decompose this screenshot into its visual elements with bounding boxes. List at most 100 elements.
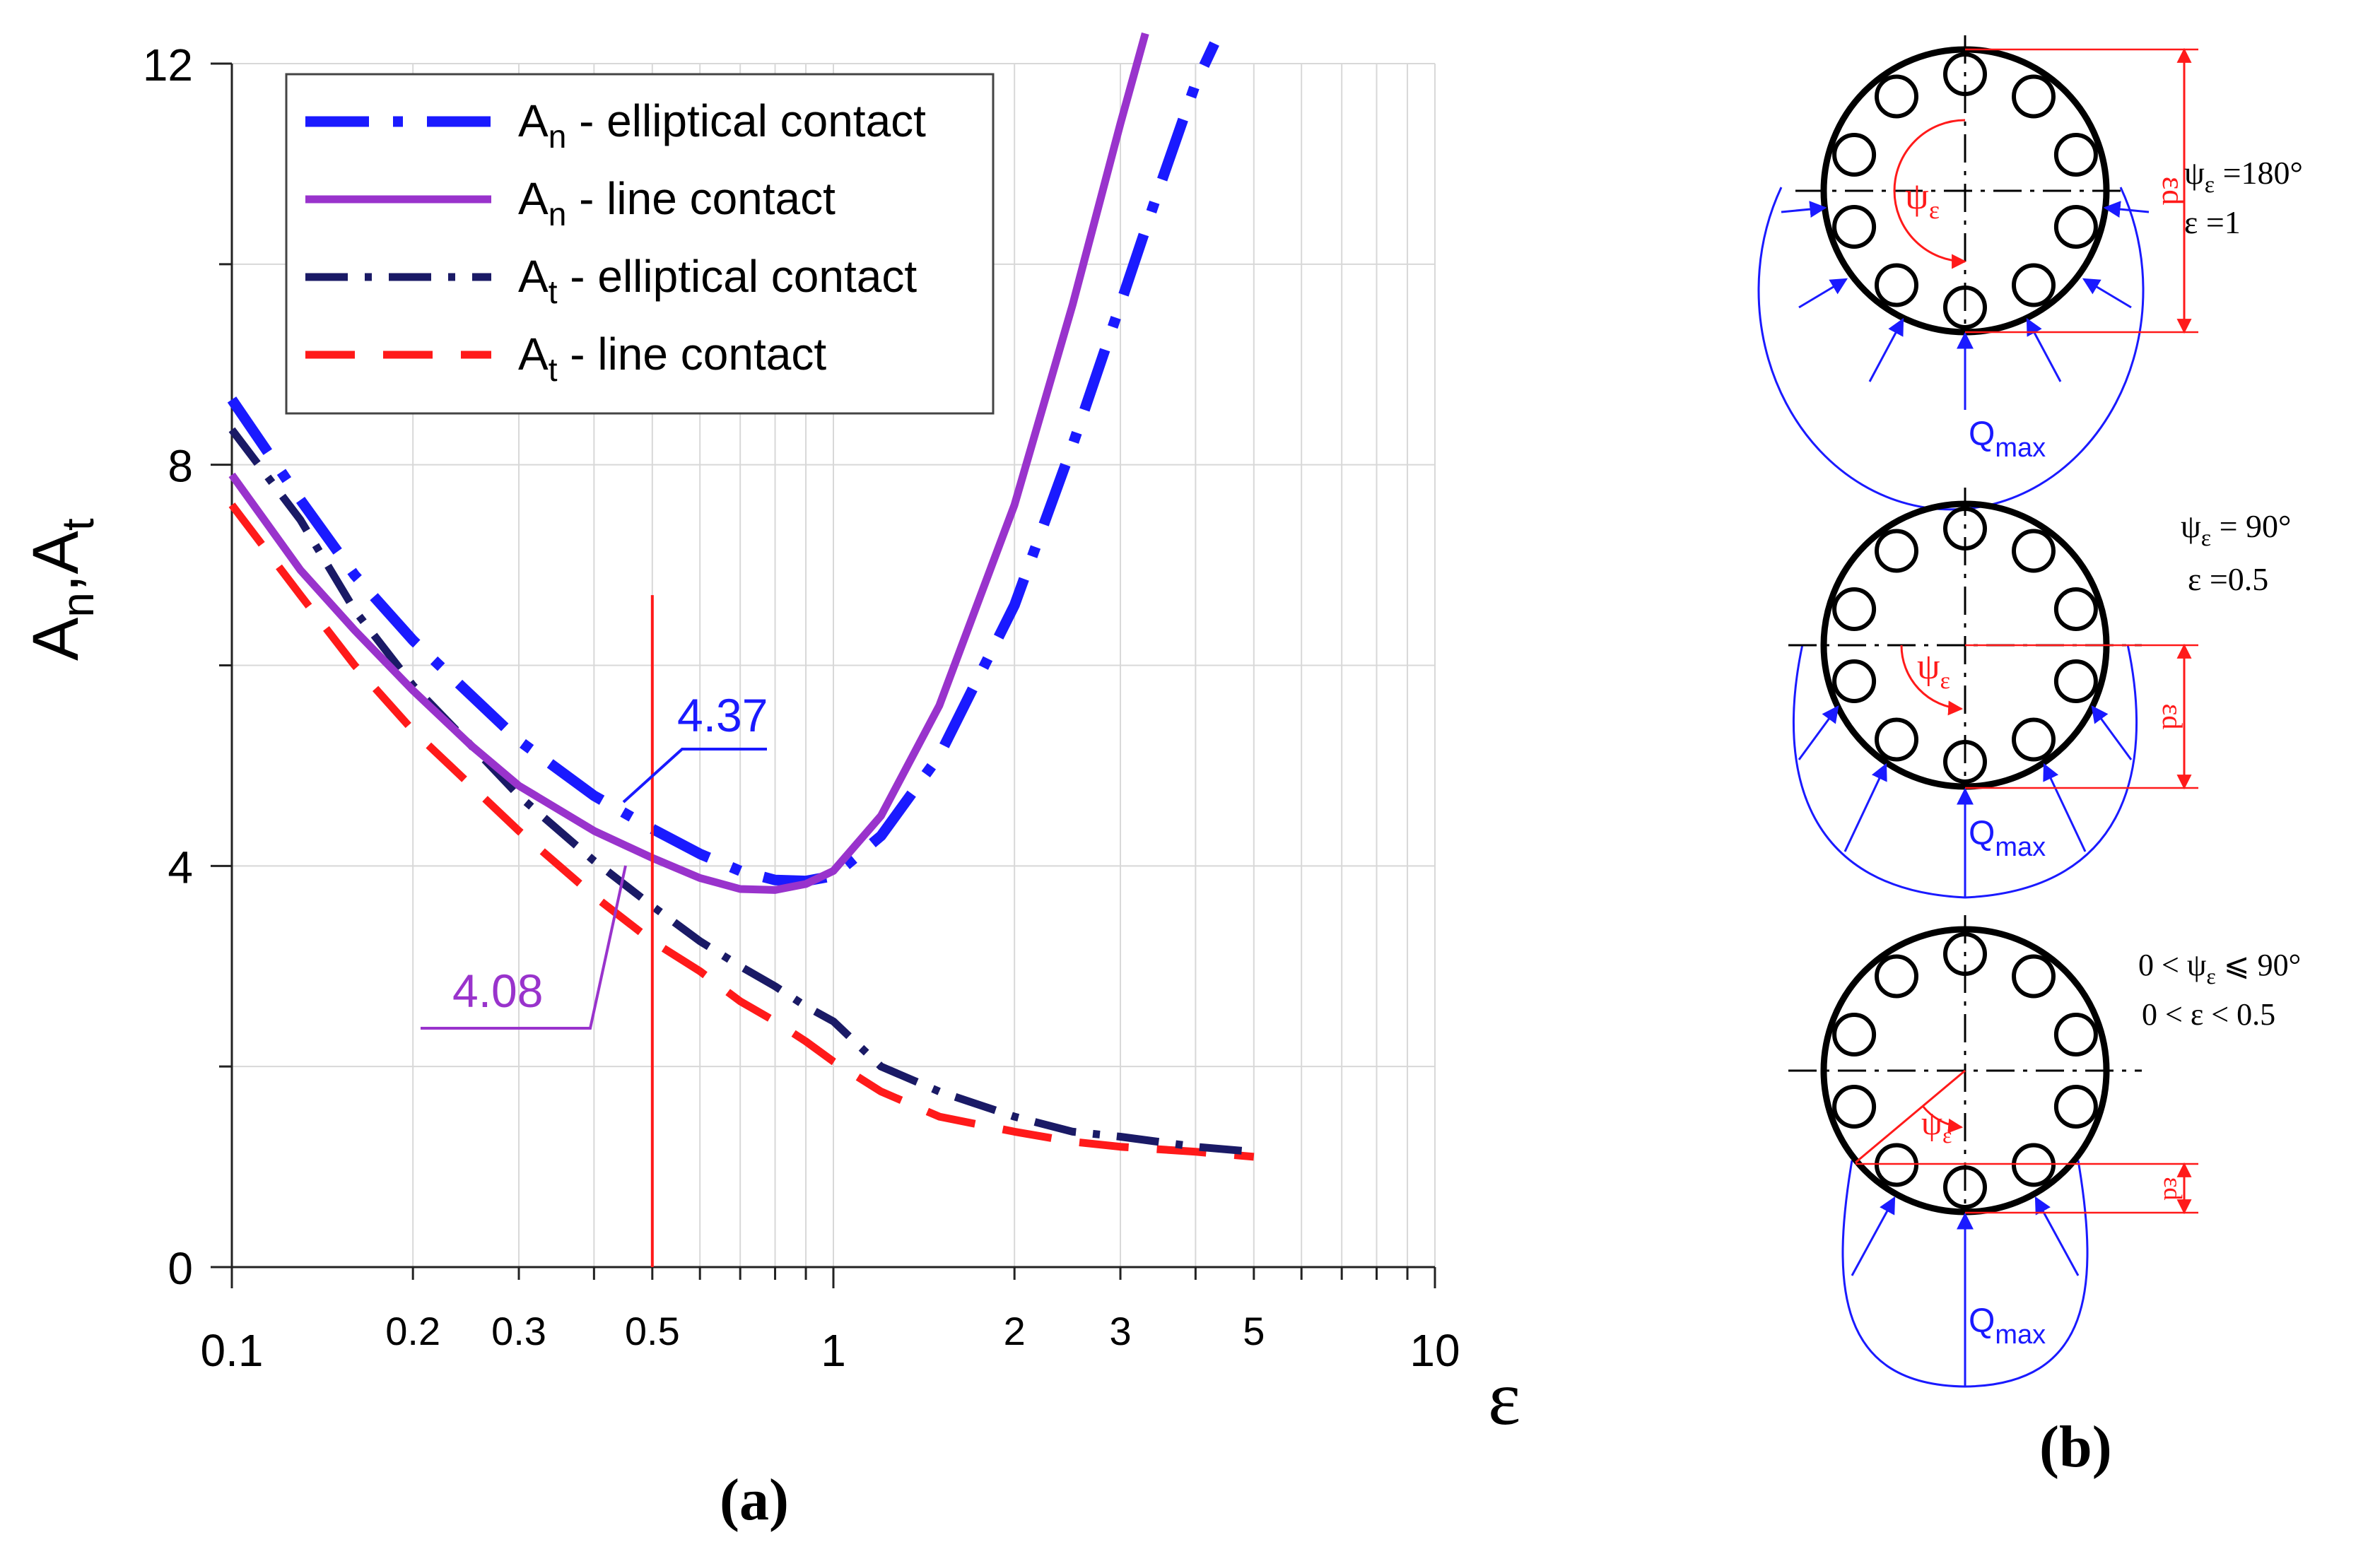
load-arrows-1 [1781,201,2150,410]
y-tick-label: 4 [168,842,193,893]
dim-label-1: εd [2156,177,2191,205]
legend-label-at-elliptical: At - elliptical contact [518,251,917,310]
schematic-panel-b: (b) ψε εd Qmax ψε =180° ε =1 [1757,35,2303,1480]
psi-label-2: ψε [1917,647,1950,694]
load-arrow [1798,705,1839,760]
load-arrow [1781,201,1827,218]
psi-label-1: ψε [1905,175,1940,224]
load-arrow [1851,1196,1896,1276]
roller [1832,659,1877,703]
roller [2012,74,2056,119]
psi-arc-1 [1893,119,1967,269]
roller [1832,133,1877,177]
roller-ring-1 [1832,52,2098,329]
load-arrow [2091,705,2133,760]
condition-psi-3: 0 < ψε ⩽ 90° [2138,948,2301,989]
roller [1832,587,1877,631]
psi-arc-2 [1900,645,1964,716]
roller [1875,1143,1918,1187]
roller [2053,205,2098,249]
dim-label-2: εd [2157,704,2188,730]
psi-arc-3 [1921,1105,1964,1134]
load-arrows-2 [1798,705,2133,897]
caption-a: (a) [720,1467,789,1533]
qmax-label-2: Qmax [1969,815,2046,862]
load-arrow [2034,1196,2080,1276]
x-tick-label: 10 [1409,1325,1460,1376]
load-arrow [1868,317,1904,382]
x-tick-label: 5 [1243,1309,1265,1353]
legend-item-at-elliptical: At - elliptical contact [305,251,917,310]
y-axis-label: An,At [20,518,103,661]
legend-item-at-line: At - line contact [305,329,826,388]
roller [2053,1085,2098,1129]
roller [2053,659,2098,703]
roller-ring-2 [1832,507,2098,784]
annotation-4-08: 4.08 [421,865,627,1030]
x-tick-label: 0.1 [201,1325,264,1376]
psi-label-3: ψε [1921,1105,1952,1148]
roller [1875,74,1918,119]
annotation-4-08-label: 4.08 [452,965,543,1017]
roller [2012,1143,2056,1187]
roller [1832,205,1877,249]
x-tick-label: 0.5 [625,1309,680,1353]
bearing-panel-2: ψε εd Qmax ψε = 90° ε =0.5 [1788,488,2291,899]
load-arrow [1843,763,1887,852]
legend: An - elliptical contact An - line contac… [285,73,995,415]
roller [1875,717,1918,762]
y-tick-label: 0 [168,1243,193,1294]
dim-label-3: εd [2159,1177,2187,1200]
load-arrow [2026,317,2062,382]
y-tick-label: 12 [143,40,193,90]
series-line-2 [228,427,1255,1156]
roller [1832,1013,1877,1057]
x-tick-label: 2 [1004,1309,1026,1353]
bearing-panel-3: ψε εd Qmax 0 < ψε ⩽ 90° 0 < ε < 0.5 [1788,915,2301,1388]
roller-ring-3 [1832,932,2098,1209]
annotation-4-37: 4.37 [622,689,768,804]
condition-eps-2: ε =0.5 [2188,561,2268,597]
load-arrows-3 [1851,1196,2080,1387]
legend-label-at-line: At - line contact [518,329,826,388]
condition-psi-2: ψε = 90° [2181,508,2291,551]
roller [2053,587,2098,631]
roller [1875,529,1918,573]
condition-eps-3: 0 < ε < 0.5 [2142,997,2275,1032]
roller [2012,529,2056,573]
load-arrow [2043,763,2087,852]
legend-item-an-elliptical: An - elliptical contact [305,95,926,155]
series-line-1 [228,32,1149,894]
roller [2012,263,2056,307]
series-layer [227,32,1255,1161]
roller [2012,717,2056,762]
load-arrow [2082,278,2132,309]
x-tick-label: 0.3 [491,1309,546,1353]
condition-eps-1: ε =1 [2184,204,2241,240]
caption-b: (b) [2039,1414,2112,1480]
roller [2012,954,2056,999]
legend-label-an-elliptical: An - elliptical contact [518,95,926,155]
legend-item-an-line: An - line contact [305,173,836,233]
load-arrow [1798,278,1848,309]
roller [2053,133,2098,177]
qmax-label-3: Qmax [1969,1302,2046,1350]
roller [1875,263,1918,307]
axes [211,62,1436,1288]
x-tick-label: 0.2 [385,1309,440,1353]
condition-psi-1: ψε =180° [2184,155,2303,198]
load-arrow [2103,201,2150,218]
roller [1875,954,1918,999]
legend-label-an-line: An - line contact [518,173,836,233]
y-tick-label: 8 [168,441,193,492]
x-tick-label: 1 [821,1325,846,1376]
roller [1832,1085,1877,1129]
x-axis-label: ε [1488,1355,1520,1441]
roller [2053,1013,2098,1057]
load-envelope-1 [1757,187,2145,511]
series-line-0 [227,41,1219,887]
annotation-4-37-label: 4.37 [677,689,768,741]
